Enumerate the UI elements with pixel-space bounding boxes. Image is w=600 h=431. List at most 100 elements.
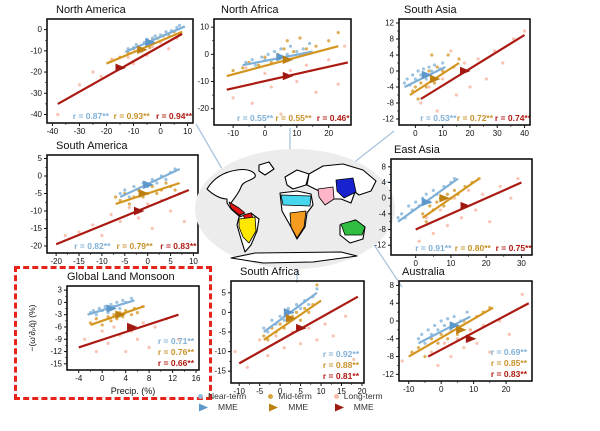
legend-mme-label: MME — [353, 402, 374, 412]
svg-text:r = 0.71**: r = 0.71** — [158, 336, 195, 346]
mme-arrow-mid-term — [137, 45, 148, 54]
panel-title-global-land-monsoon: Global Land Monsoon — [67, 271, 175, 283]
svg-text:-5: -5 — [256, 387, 264, 396]
svg-text:10: 10 — [189, 257, 198, 266]
svg-text:4: 4 — [390, 299, 395, 308]
chart-australia: -10 0 10 20 8 4 0 -4 -8 -12 r = 0.69**r = 0.85**r … — [382, 280, 533, 394]
svg-text:0: 0 — [205, 50, 210, 59]
plot-frame — [46, 18, 194, 124]
monsoon-regions — [228, 177, 366, 244]
mme-arrow-long-term — [127, 322, 138, 332]
svg-text:-10: -10 — [227, 129, 239, 138]
correlation-labels: r = 0.82** r = 0.79** r = 0.83** — [74, 241, 197, 251]
plot-frame — [230, 280, 365, 384]
correlation-labels: r = 0.92**r = 0.88**r = 0.81** — [323, 349, 360, 381]
svg-text:20: 20 — [358, 387, 367, 396]
svg-text:20: 20 — [324, 129, 333, 138]
correlation-labels: r = 0.69**r = 0.85**r = 0.83** — [491, 347, 528, 379]
svg-text:12: 12 — [385, 19, 394, 28]
svg-text:30: 30 — [517, 259, 526, 268]
scatter-near-term — [244, 41, 312, 67]
panel-south-africa: South Africa -10 -5 0 5 10 15 20 5 0 -5 -10 -15 r = … — [206, 266, 372, 400]
svg-text:4: 4 — [123, 374, 128, 383]
svg-text:0: 0 — [382, 194, 387, 203]
svg-text:r = 0.74**: r = 0.74** — [495, 113, 532, 123]
svg-text:-12: -12 — [374, 241, 386, 250]
svg-text:10: 10 — [438, 129, 447, 138]
near-term-dot-icon — [198, 393, 203, 399]
svg-text:10: 10 — [292, 129, 301, 138]
tick-labels: -40 -30 -20 -10 0 10 0 -10 -20 -30 -40 — [30, 25, 192, 136]
svg-text:-10: -10 — [96, 257, 108, 266]
trend-line-mid-term — [408, 306, 494, 358]
svg-text:-5: -5 — [121, 257, 129, 266]
svg-text:40: 40 — [520, 129, 529, 138]
svg-text:12: 12 — [168, 374, 177, 383]
svg-text:r = 0.85**: r = 0.85** — [491, 358, 528, 368]
mme-arrow-long-term — [282, 71, 294, 81]
trend-line-long-term — [78, 313, 179, 349]
svg-text:r = 0.79**: r = 0.79** — [117, 241, 154, 251]
svg-text:0: 0 — [413, 129, 418, 138]
svg-text:r = 0.46*: r = 0.46* — [317, 113, 351, 123]
svg-text:-30: -30 — [74, 127, 86, 136]
continent-antarctica — [230, 251, 358, 264]
svg-text:10: 10 — [200, 23, 209, 32]
scatter-near-term — [416, 310, 469, 345]
svg-text:-20: -20 — [197, 104, 209, 113]
svg-text:10: 10 — [446, 259, 455, 268]
svg-text:20: 20 — [466, 129, 475, 138]
mme-arrow-mid-term — [429, 74, 441, 84]
correlation-labels: r = 0.71**r = 0.76**r = 0.66** — [158, 336, 195, 368]
mme-arrow-long-term — [296, 323, 307, 333]
mme-arrow-near-term — [106, 304, 117, 313]
svg-text:4: 4 — [382, 178, 387, 187]
svg-text:-15: -15 — [30, 224, 42, 233]
svg-text:r = 0.91**: r = 0.91** — [415, 243, 452, 253]
svg-text:r = 0.53**: r = 0.53** — [420, 113, 457, 123]
svg-text:-4: -4 — [75, 374, 83, 383]
plot-frame — [390, 158, 533, 256]
scatter-long-term — [63, 191, 186, 238]
trend-line-mid-term — [226, 45, 339, 78]
svg-text:-20: -20 — [101, 127, 113, 136]
legend-long-term: Long-term MME — [333, 391, 383, 412]
svg-text:-20: -20 — [30, 242, 42, 251]
svg-text:-6: -6 — [55, 322, 63, 331]
scatter-mid-term — [231, 30, 340, 73]
mid-term-dot-icon — [268, 393, 274, 399]
svg-text:-15: -15 — [50, 359, 62, 368]
mme-arrow-long-term — [460, 66, 471, 76]
svg-text:-10: -10 — [197, 77, 209, 86]
panel-title-east-asia: East Asia — [394, 144, 440, 156]
svg-text:-40: -40 — [47, 127, 59, 136]
map-region-east-asia — [335, 177, 357, 199]
svg-text:r = 0.69**: r = 0.69** — [491, 347, 528, 357]
continent-europe — [284, 169, 310, 190]
svg-text:4: 4 — [390, 51, 395, 60]
svg-text:0: 0 — [158, 127, 163, 136]
svg-text:-10: -10 — [128, 127, 140, 136]
scatter-long-term — [56, 36, 179, 117]
svg-text:10: 10 — [469, 385, 478, 394]
mme-arrow-mid-term — [456, 325, 467, 335]
svg-text:0: 0 — [390, 317, 395, 326]
plot-frame — [66, 285, 200, 371]
correlation-labels: r = 0.55** r = 0.55** r = 0.46* — [237, 113, 350, 123]
svg-text:r = 0.80**: r = 0.80** — [455, 243, 492, 253]
map-region-south-asia — [317, 186, 335, 206]
svg-text:-10: -10 — [30, 46, 42, 55]
svg-text:r = 0.87**: r = 0.87** — [73, 111, 110, 121]
panel-title-australia: Australia — [402, 266, 445, 278]
x-axis-label: Precip. (%) — [111, 386, 156, 396]
tick-labels: 0 10 20 30 8 4 0 -4 -8 -12 — [374, 162, 526, 268]
mme-arrow-long-term — [460, 201, 472, 211]
tick-labels: -10 0 10 20 10 0 -10 -20 — [197, 23, 333, 138]
svg-text:0: 0 — [100, 374, 105, 383]
svg-text:-5: -5 — [35, 189, 43, 198]
